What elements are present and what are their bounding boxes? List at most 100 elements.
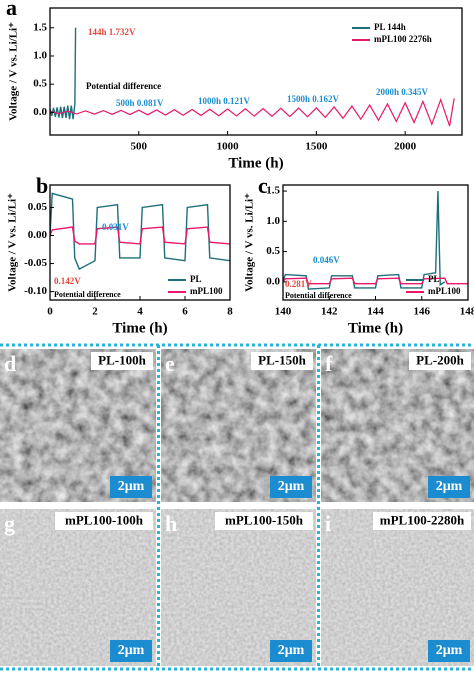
sem-image: f PL-200h 2μm bbox=[321, 349, 474, 502]
y-tick-label: -0.05 bbox=[24, 257, 47, 269]
x-tick-label: 0 bbox=[47, 306, 53, 318]
image-letter: d bbox=[4, 351, 16, 376]
y-tick-label: 0.0 bbox=[33, 106, 47, 118]
annotation: 500h 0.081V bbox=[116, 98, 164, 108]
annotation: 0.031V bbox=[102, 222, 129, 232]
sem-texture bbox=[161, 509, 316, 666]
scale-label: 2μm bbox=[278, 643, 305, 658]
y-axis-label: Voltage / V vs. Li/Li⁺ bbox=[7, 193, 19, 292]
chart: 140 142 144 146 148 0.0 0.5 1.0 1.5 Time (h) Volta… bbox=[244, 173, 474, 336]
scale-label: 2μm bbox=[436, 643, 463, 658]
image-letter: h bbox=[165, 511, 177, 536]
y-tick-label: 0.0 bbox=[266, 275, 280, 287]
x-tick-label: 2 bbox=[92, 306, 98, 318]
x-tick-label: 1000 bbox=[217, 141, 240, 153]
scale-box bbox=[428, 476, 470, 498]
y-tick-label: 0.5 bbox=[266, 245, 280, 257]
image-title: PL-100h bbox=[98, 352, 146, 367]
legend-label: PL bbox=[428, 274, 440, 284]
title-box bbox=[373, 512, 471, 530]
image-title: PL-150h bbox=[258, 352, 306, 367]
x-tick-label: 8 bbox=[227, 306, 233, 318]
x-tick-label: 2000 bbox=[394, 141, 417, 153]
y-tick-label: 0.00 bbox=[28, 229, 48, 241]
annotation: Potential difference bbox=[54, 290, 121, 299]
scale-label: 2μm bbox=[278, 479, 305, 494]
sem-image: i mPL100-2280h 2μm bbox=[321, 509, 474, 666]
title-box bbox=[409, 352, 471, 370]
x-axis-label: Time (h) bbox=[228, 155, 283, 171]
x-tick-label: 146 bbox=[414, 306, 431, 318]
x-tick-label: 140 bbox=[275, 306, 292, 318]
data-line bbox=[50, 97, 455, 127]
y-axis-label: Voltage / V vs. Li/Li⁺ bbox=[8, 22, 20, 121]
panel-label: a bbox=[6, 0, 17, 20]
annotation: 0.281V bbox=[285, 279, 312, 289]
sem-image: e PL-150h 2μm bbox=[161, 349, 316, 502]
x-tick-label: 144 bbox=[367, 306, 384, 318]
sem-images: d PL-100h 2μm e PL-150h 2μm f PL-200h 2μm g mPL100… bbox=[0, 349, 474, 666]
y-tick-label: 1.0 bbox=[33, 50, 47, 62]
image-title: mPL100-2280h bbox=[380, 512, 465, 527]
image-title: PL-200h bbox=[416, 352, 464, 367]
sem-texture bbox=[0, 509, 156, 666]
panel-label: b bbox=[36, 173, 48, 198]
scale-box bbox=[270, 640, 312, 662]
data-line bbox=[283, 277, 468, 285]
scale-box bbox=[110, 640, 152, 662]
plot-frame bbox=[49, 7, 463, 136]
sem-image: h mPL100-150h 2μm bbox=[161, 509, 316, 666]
scale-box bbox=[110, 476, 152, 498]
image-title: mPL100-150h bbox=[225, 512, 304, 527]
title-box bbox=[251, 352, 313, 370]
data-line bbox=[50, 226, 230, 245]
annotation: Potential difference bbox=[285, 291, 352, 300]
y-tick-label: 0.5 bbox=[33, 78, 47, 90]
plot-area bbox=[50, 192, 230, 271]
sem-texture bbox=[321, 509, 474, 666]
y-axis-label: Voltage / V vs. Li/Li⁺ bbox=[244, 193, 256, 292]
title-box bbox=[55, 512, 153, 530]
chart: 500 1000 1500 2000 0.0 0.5 1.0 1.5 Time (h) Volta… bbox=[6, 0, 463, 171]
data-line bbox=[50, 192, 230, 271]
panel-label: c bbox=[258, 173, 268, 198]
annotation: 2000h 0.345V bbox=[376, 87, 429, 97]
legend-label: PL 144h bbox=[374, 22, 406, 32]
y-tick-label: 1.5 bbox=[266, 185, 280, 197]
x-tick-label: 6 bbox=[182, 306, 188, 318]
image-title: mPL100-100h bbox=[65, 512, 144, 527]
scale-box bbox=[428, 640, 470, 662]
annotation: 0.142V bbox=[54, 276, 81, 286]
charts: 500 1000 1500 2000 0.0 0.5 1.0 1.5 Time (h) Volta… bbox=[6, 0, 474, 336]
annotation: Potential difference bbox=[86, 81, 161, 91]
sem-image: d PL-100h 2μm bbox=[0, 349, 156, 502]
image-letter: g bbox=[4, 511, 15, 536]
chart: 0 2 4 6 8 -0.10 -0.05 0.00 0.05 Time (h) Voltage /… bbox=[7, 173, 234, 336]
x-axis-label: Time (h) bbox=[112, 320, 167, 336]
title-box bbox=[91, 352, 153, 370]
scale-label: 2μm bbox=[118, 643, 145, 658]
annotation: 1500h 0.162V bbox=[287, 94, 340, 104]
y-tick-label: 1.5 bbox=[33, 21, 47, 33]
scale-box bbox=[270, 476, 312, 498]
y-tick-label: 1.0 bbox=[266, 215, 280, 227]
sem-image: g mPL100-100h 2μm bbox=[0, 509, 156, 666]
x-axis-label: Time (h) bbox=[348, 320, 403, 336]
data-line bbox=[50, 27, 77, 120]
image-letter: e bbox=[165, 351, 175, 376]
x-tick-label: 148 bbox=[460, 306, 474, 318]
x-tick-label: 500 bbox=[131, 141, 148, 153]
y-tick-label: -0.10 bbox=[24, 285, 47, 297]
scale-label: 2μm bbox=[118, 479, 145, 494]
x-tick-label: 1500 bbox=[305, 141, 328, 153]
annotation: 144h 1.732V bbox=[88, 27, 136, 37]
legend-label: mPL100 bbox=[428, 286, 461, 296]
annotation: 0.046V bbox=[313, 255, 340, 265]
data-line bbox=[283, 191, 446, 290]
y-tick-label: 0.05 bbox=[28, 201, 48, 213]
image-letter: f bbox=[325, 351, 333, 376]
image-letter: i bbox=[325, 511, 331, 536]
x-tick-label: 4 bbox=[137, 306, 143, 318]
legend-label: mPL100 2276h bbox=[374, 34, 432, 44]
